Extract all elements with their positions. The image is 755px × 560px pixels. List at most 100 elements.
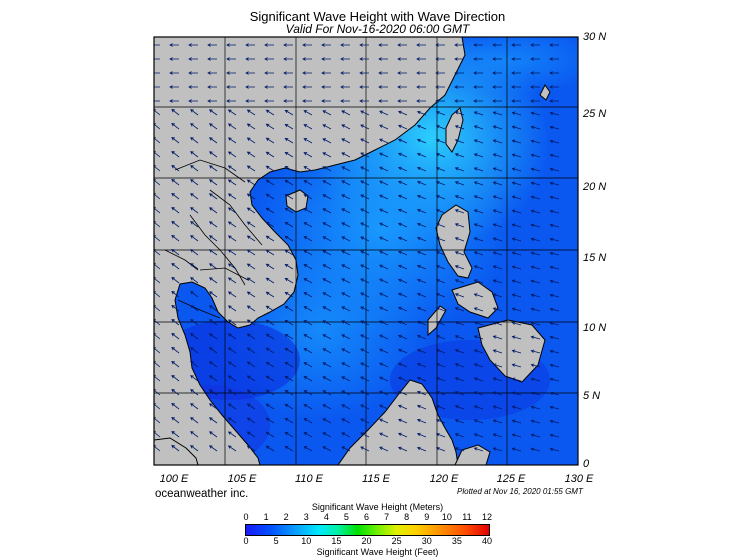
wave-direction-arrow	[454, 223, 465, 228]
wave-direction-arrow	[492, 279, 503, 284]
wave-direction-arrow	[188, 85, 198, 89]
wave-direction-arrow	[492, 405, 503, 410]
wave-direction-arrow	[171, 304, 180, 312]
wave-direction-arrow	[530, 195, 541, 200]
wave-direction-arrow	[265, 389, 275, 396]
wave-direction-arrow	[227, 207, 237, 214]
wave-direction-arrow	[190, 235, 199, 242]
wave-direction-arrow	[492, 447, 503, 452]
wave-direction-arrow	[360, 278, 370, 284]
legend-tick-feet: 15	[331, 536, 342, 546]
wave-direction-arrow	[246, 403, 256, 410]
wave-direction-arrow	[530, 447, 541, 452]
wave-direction-arrow	[397, 124, 408, 130]
wave-direction-arrow	[435, 250, 446, 256]
wave-direction-arrow	[397, 446, 408, 452]
wave-direction-arrow	[322, 222, 332, 228]
wave-direction-arrow	[492, 85, 502, 89]
wave-direction-arrow	[454, 349, 465, 354]
wave-direction-arrow	[284, 319, 294, 326]
wave-direction-arrow	[284, 179, 294, 186]
wave-direction-arrow	[549, 293, 560, 298]
wave-direction-arrow	[454, 279, 465, 284]
land-mindanao	[477, 319, 546, 383]
wave-direction-arrow	[303, 390, 313, 396]
wave-direction-arrow	[549, 419, 560, 424]
wave-direction-arrow	[209, 277, 218, 284]
wave-direction-arrow	[378, 99, 388, 103]
lat-label-30n: 30 N	[583, 31, 607, 43]
wave-direction-arrow	[190, 137, 199, 144]
legend-tick-feet: 20	[361, 536, 372, 546]
wave-direction-arrow	[549, 335, 560, 340]
lon-label-120e: 120 E	[429, 473, 459, 485]
lon-label-105e: 105 E	[227, 473, 257, 485]
wave-direction-arrow	[454, 307, 465, 312]
wave-direction-arrow	[511, 265, 522, 270]
wave-direction-arrow	[454, 419, 465, 424]
wave-direction-arrow	[397, 278, 408, 284]
wave-direction-arrow	[245, 85, 255, 89]
wave-direction-arrow	[530, 111, 541, 116]
wave-direction-arrow	[171, 402, 180, 410]
wave-direction-arrow	[154, 100, 160, 102]
wave-direction-arrow	[302, 43, 312, 47]
wave-direction-arrow	[341, 138, 351, 144]
wave-direction-arrow	[207, 57, 217, 61]
wave-direction-arrow	[359, 57, 369, 61]
wave-direction-arrow	[378, 85, 388, 89]
wave-direction-arrow	[341, 362, 351, 368]
wave-direction-arrow	[265, 375, 275, 382]
wave-direction-arrow	[246, 319, 256, 326]
lat-label-10n: 10 N	[583, 322, 607, 334]
wave-direction-arrow	[473, 251, 484, 256]
wave-direction-arrow	[379, 138, 389, 144]
wave-direction-arrow	[246, 263, 256, 270]
wave-direction-arrow	[246, 445, 256, 452]
wave-direction-arrow	[435, 306, 446, 312]
wave-direction-arrow	[416, 124, 427, 130]
wave-direction-arrow	[246, 137, 256, 144]
wave-direction-arrow	[341, 124, 351, 130]
wave-direction-arrow	[360, 432, 370, 438]
wave-direction-arrow	[341, 376, 351, 382]
wave-direction-arrow	[416, 57, 426, 61]
wave-direction-arrow	[473, 43, 483, 47]
wave-direction-arrow	[511, 363, 522, 368]
wave-direction-arrow	[416, 180, 427, 186]
wave-direction-arrow	[245, 71, 255, 75]
map-frame	[153, 36, 579, 466]
wave-direction-arrow	[264, 43, 274, 47]
land-visayas	[451, 281, 499, 319]
wave-direction-arrow	[283, 57, 293, 61]
wave-direction-arrow	[322, 306, 332, 312]
wave-direction-arrow	[549, 43, 559, 47]
wave-direction-arrow	[360, 124, 370, 130]
wave-direction-arrow	[171, 318, 180, 326]
wave-direction-arrow	[492, 307, 503, 312]
wave-direction-arrow	[207, 71, 217, 75]
wave-direction-arrow	[379, 376, 389, 382]
wave-direction-arrow	[492, 293, 503, 298]
wave-direction-arrow	[227, 389, 237, 396]
wave-direction-arrow	[416, 110, 427, 116]
wave-direction-arrow	[265, 445, 275, 452]
wave-direction-arrow	[397, 194, 408, 200]
wave-direction-arrow	[360, 418, 370, 424]
wave-direction-arrow	[454, 237, 465, 242]
wave-direction-arrow	[360, 250, 370, 256]
wave-direction-arrow	[265, 109, 275, 116]
wave-direction-arrow	[284, 431, 294, 438]
wave-direction-arrow	[492, 237, 503, 242]
wave-direction-arrow	[227, 291, 237, 298]
wave-direction-arrow	[530, 209, 541, 214]
wave-direction-arrow	[360, 362, 370, 368]
wave-direction-arrow	[154, 72, 160, 74]
wave-direction-arrow	[360, 222, 370, 228]
wave-direction-arrow	[246, 375, 256, 382]
legend-tick-feet: 0	[243, 536, 249, 546]
wave-direction-arrow	[171, 234, 180, 242]
wave-direction-arrow	[246, 291, 256, 298]
wave-direction-arrow	[209, 207, 218, 214]
wave-direction-arrow	[209, 347, 218, 354]
